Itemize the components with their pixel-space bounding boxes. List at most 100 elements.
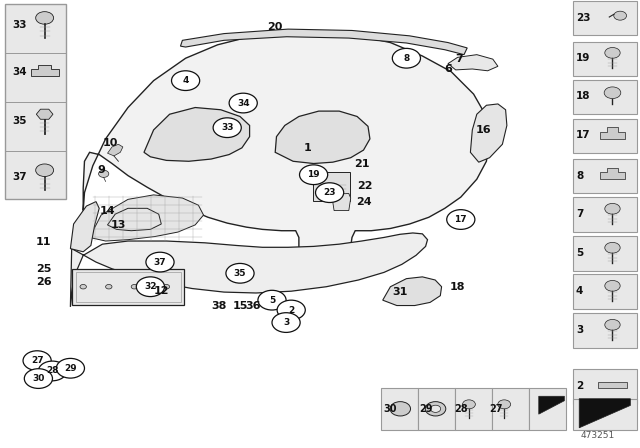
Polygon shape xyxy=(598,382,627,388)
Polygon shape xyxy=(383,277,442,306)
Text: 3: 3 xyxy=(576,325,583,335)
Text: 37: 37 xyxy=(154,258,166,267)
Text: 7: 7 xyxy=(576,209,584,219)
Circle shape xyxy=(498,400,511,409)
Circle shape xyxy=(136,277,164,297)
FancyBboxPatch shape xyxy=(573,314,637,348)
Polygon shape xyxy=(600,168,625,179)
Circle shape xyxy=(605,203,620,214)
Text: 10: 10 xyxy=(103,138,118,148)
Circle shape xyxy=(80,284,86,289)
Circle shape xyxy=(36,164,54,177)
Text: 31: 31 xyxy=(392,287,408,297)
Circle shape xyxy=(226,263,254,283)
Circle shape xyxy=(24,369,52,388)
Circle shape xyxy=(99,170,109,177)
Text: 37: 37 xyxy=(13,172,28,182)
Text: 29: 29 xyxy=(64,364,77,373)
Text: 1: 1 xyxy=(303,143,311,153)
Circle shape xyxy=(131,284,138,289)
Circle shape xyxy=(316,183,344,202)
Polygon shape xyxy=(90,195,204,241)
Text: 30: 30 xyxy=(32,374,45,383)
Polygon shape xyxy=(108,144,123,156)
Circle shape xyxy=(272,313,300,332)
Polygon shape xyxy=(83,32,490,271)
Text: 35: 35 xyxy=(13,116,28,126)
Text: 13: 13 xyxy=(111,220,126,230)
FancyBboxPatch shape xyxy=(573,1,637,35)
Text: 7: 7 xyxy=(456,54,463,64)
Text: 27: 27 xyxy=(31,356,44,365)
Text: 19: 19 xyxy=(307,170,320,179)
FancyBboxPatch shape xyxy=(573,119,637,153)
FancyBboxPatch shape xyxy=(492,388,529,430)
Polygon shape xyxy=(70,202,99,252)
Text: 19: 19 xyxy=(576,53,590,63)
Circle shape xyxy=(300,165,328,185)
Text: 6: 6 xyxy=(444,65,452,74)
FancyBboxPatch shape xyxy=(573,399,637,430)
Text: 23: 23 xyxy=(576,13,591,23)
Circle shape xyxy=(23,351,51,370)
FancyBboxPatch shape xyxy=(418,388,455,430)
Circle shape xyxy=(605,319,620,330)
FancyBboxPatch shape xyxy=(455,388,492,430)
FancyBboxPatch shape xyxy=(573,80,637,114)
Polygon shape xyxy=(470,104,507,162)
FancyBboxPatch shape xyxy=(573,370,637,404)
Text: 18: 18 xyxy=(450,282,465,292)
Text: 473251: 473251 xyxy=(580,431,614,440)
Text: 12: 12 xyxy=(154,286,170,296)
Text: 30: 30 xyxy=(383,404,397,414)
Circle shape xyxy=(146,252,174,272)
Circle shape xyxy=(390,402,410,416)
Circle shape xyxy=(426,402,446,416)
Polygon shape xyxy=(180,29,467,55)
Text: 28: 28 xyxy=(454,404,468,414)
Text: 11: 11 xyxy=(36,237,51,247)
Circle shape xyxy=(56,358,84,378)
Polygon shape xyxy=(275,111,370,164)
Text: 33: 33 xyxy=(13,20,28,30)
Polygon shape xyxy=(108,208,161,231)
Text: 16: 16 xyxy=(476,125,491,135)
Circle shape xyxy=(229,93,257,113)
Polygon shape xyxy=(332,194,351,211)
Circle shape xyxy=(172,71,200,90)
Text: 34: 34 xyxy=(237,99,250,108)
Circle shape xyxy=(106,284,112,289)
Text: 36: 36 xyxy=(245,301,260,310)
Circle shape xyxy=(38,361,67,381)
Text: 33: 33 xyxy=(221,123,234,132)
Polygon shape xyxy=(539,396,564,414)
Text: 5: 5 xyxy=(576,248,583,258)
Polygon shape xyxy=(31,65,59,76)
Circle shape xyxy=(447,210,475,229)
Polygon shape xyxy=(448,55,498,71)
Circle shape xyxy=(604,87,621,99)
Polygon shape xyxy=(600,127,625,139)
Circle shape xyxy=(258,290,286,310)
Text: 8: 8 xyxy=(576,171,583,181)
Circle shape xyxy=(614,11,627,20)
FancyBboxPatch shape xyxy=(573,42,637,76)
Circle shape xyxy=(163,284,170,289)
Text: 4: 4 xyxy=(576,286,584,296)
Circle shape xyxy=(213,118,241,138)
Polygon shape xyxy=(579,399,630,428)
Text: 38: 38 xyxy=(211,301,227,310)
Circle shape xyxy=(463,400,476,409)
Circle shape xyxy=(605,242,620,253)
Text: 9: 9 xyxy=(97,165,105,175)
Polygon shape xyxy=(36,109,53,119)
FancyBboxPatch shape xyxy=(573,159,637,193)
Text: 28: 28 xyxy=(46,366,59,375)
Text: 27: 27 xyxy=(490,404,503,414)
FancyBboxPatch shape xyxy=(72,269,184,305)
Text: 35: 35 xyxy=(234,269,246,278)
FancyBboxPatch shape xyxy=(573,275,637,309)
Circle shape xyxy=(392,48,420,68)
Text: 8: 8 xyxy=(403,54,410,63)
Circle shape xyxy=(431,405,441,412)
